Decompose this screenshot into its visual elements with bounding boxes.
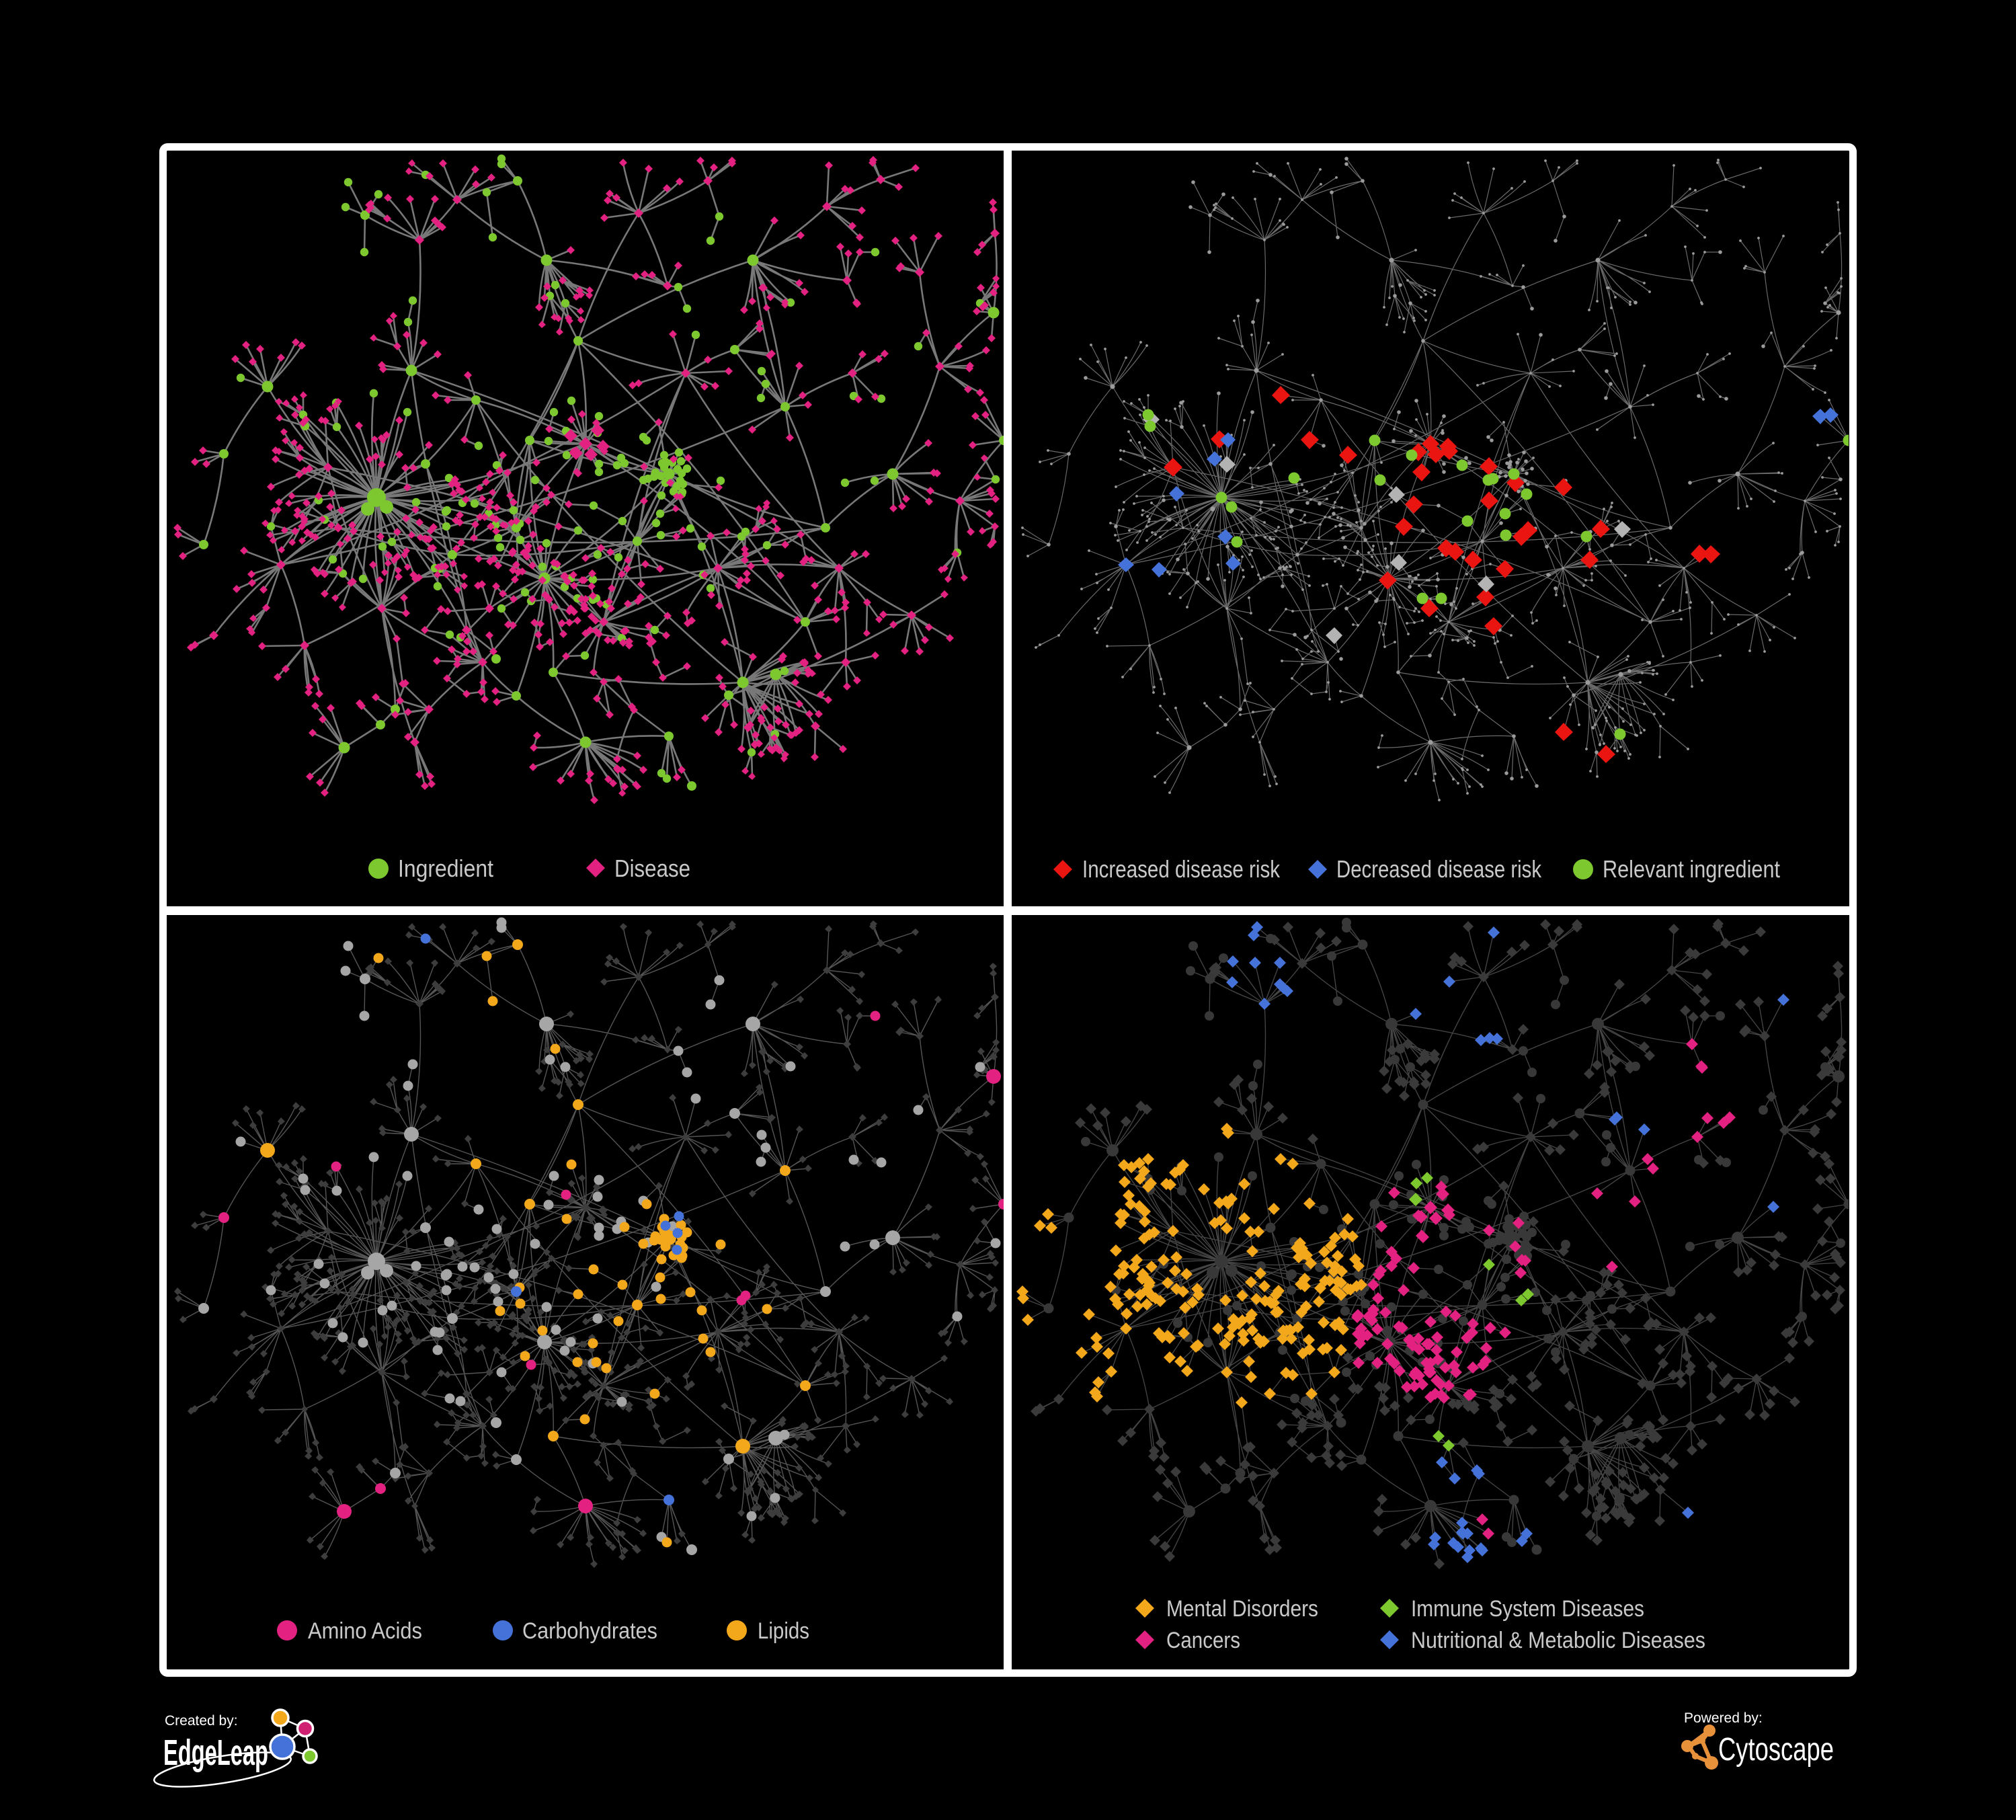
svg-text:Amino Acids: Amino Acids bbox=[308, 1618, 422, 1644]
svg-text:Mental Disorders: Mental Disorders bbox=[1166, 1596, 1318, 1622]
svg-text:Carbohydrates: Carbohydrates bbox=[522, 1618, 657, 1644]
svg-text:Lipids: Lipids bbox=[758, 1618, 809, 1644]
svg-text:Powered by:: Powered by: bbox=[1684, 1710, 1763, 1726]
svg-text:Relevant ingredient: Relevant ingredient bbox=[1603, 855, 1780, 883]
svg-text:Nutritional & Metabolic Diseas: Nutritional & Metabolic Diseases bbox=[1411, 1628, 1705, 1653]
svg-text:Cancers: Cancers bbox=[1166, 1628, 1240, 1653]
svg-text:Decreased disease risk: Decreased disease risk bbox=[1336, 855, 1542, 883]
svg-text:Created by:: Created by: bbox=[165, 1713, 238, 1729]
svg-text:EdgeLeap: EdgeLeap bbox=[163, 1733, 268, 1773]
svg-text:Increased disease risk: Increased disease risk bbox=[1082, 855, 1281, 883]
svg-text:Disease: Disease bbox=[614, 855, 690, 882]
svg-text:Cytoscape: Cytoscape bbox=[1718, 1732, 1834, 1768]
svg-text:Ingredient: Ingredient bbox=[398, 855, 493, 882]
svg-text:Immune System Diseases: Immune System Diseases bbox=[1411, 1596, 1644, 1622]
